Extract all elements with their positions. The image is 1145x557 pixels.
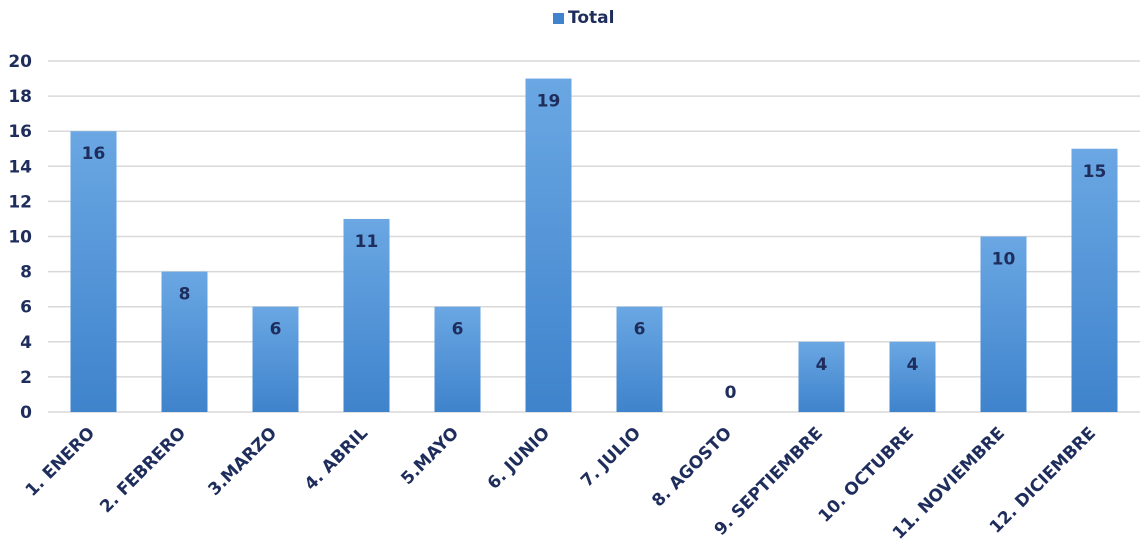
y-tick-label: 8	[20, 263, 32, 283]
y-tick-label: 12	[8, 192, 32, 212]
bar	[434, 306, 481, 412]
gridlines	[48, 60, 1140, 413]
x-tick-label: 10. OCTUBRE	[815, 423, 918, 526]
x-tick-label: 2. FEBRERO	[96, 423, 190, 517]
bar	[252, 306, 299, 412]
data-labels: 16 8 6 11 6 19 6 0 4 4 10 15	[82, 92, 1107, 403]
legend-swatch-total	[553, 12, 564, 24]
bars	[70, 78, 1118, 413]
y-axis: 0 2 4 6 8 10 12 14 16 18 20	[8, 52, 32, 423]
chart-legend: Total	[553, 8, 614, 28]
bar-value-label: 10	[992, 250, 1016, 270]
legend-label-total: Total	[568, 8, 615, 28]
x-tick-label: 7. JULIO	[577, 423, 645, 491]
y-tick-label: 10	[8, 228, 32, 248]
bar	[1071, 148, 1118, 412]
x-tick-label: 5.MAYO	[397, 423, 463, 489]
x-tick-label: 1. ENERO	[22, 423, 99, 500]
bar	[616, 306, 663, 412]
x-tick-label: 8. AGOSTO	[648, 423, 736, 511]
bar	[798, 341, 845, 412]
y-tick-label: 6	[20, 298, 32, 318]
bar-value-label: 8	[179, 285, 191, 305]
bar-value-label: 6	[452, 320, 464, 340]
bar	[70, 131, 117, 412]
bar	[980, 236, 1027, 412]
y-tick-label: 18	[8, 87, 32, 107]
bar-value-label: 6	[270, 320, 282, 340]
bar-value-label: 0	[725, 383, 737, 403]
y-tick-label: 20	[8, 52, 32, 72]
bar-value-label: 15	[1083, 162, 1107, 182]
bar-value-label: 4	[816, 355, 828, 375]
bar	[525, 78, 572, 413]
y-tick-label: 2	[20, 368, 32, 388]
y-tick-label: 4	[20, 333, 32, 353]
x-tick-label: 4. ABRIL	[301, 423, 372, 494]
bar-value-label: 11	[355, 232, 379, 252]
y-tick-label: 0	[20, 403, 32, 423]
bar-value-label: 4	[907, 355, 919, 375]
bar	[343, 218, 390, 412]
bar-value-label: 19	[537, 92, 561, 112]
y-tick-label: 14	[8, 157, 32, 177]
x-tick-label: 3.MARZO	[205, 423, 282, 500]
bar-value-label: 16	[82, 144, 106, 164]
bar	[889, 341, 936, 412]
bar	[161, 271, 208, 412]
y-tick-label: 16	[8, 122, 32, 142]
x-tick-label: 6. JUNIO	[484, 423, 554, 493]
bar-value-label: 6	[634, 320, 646, 340]
